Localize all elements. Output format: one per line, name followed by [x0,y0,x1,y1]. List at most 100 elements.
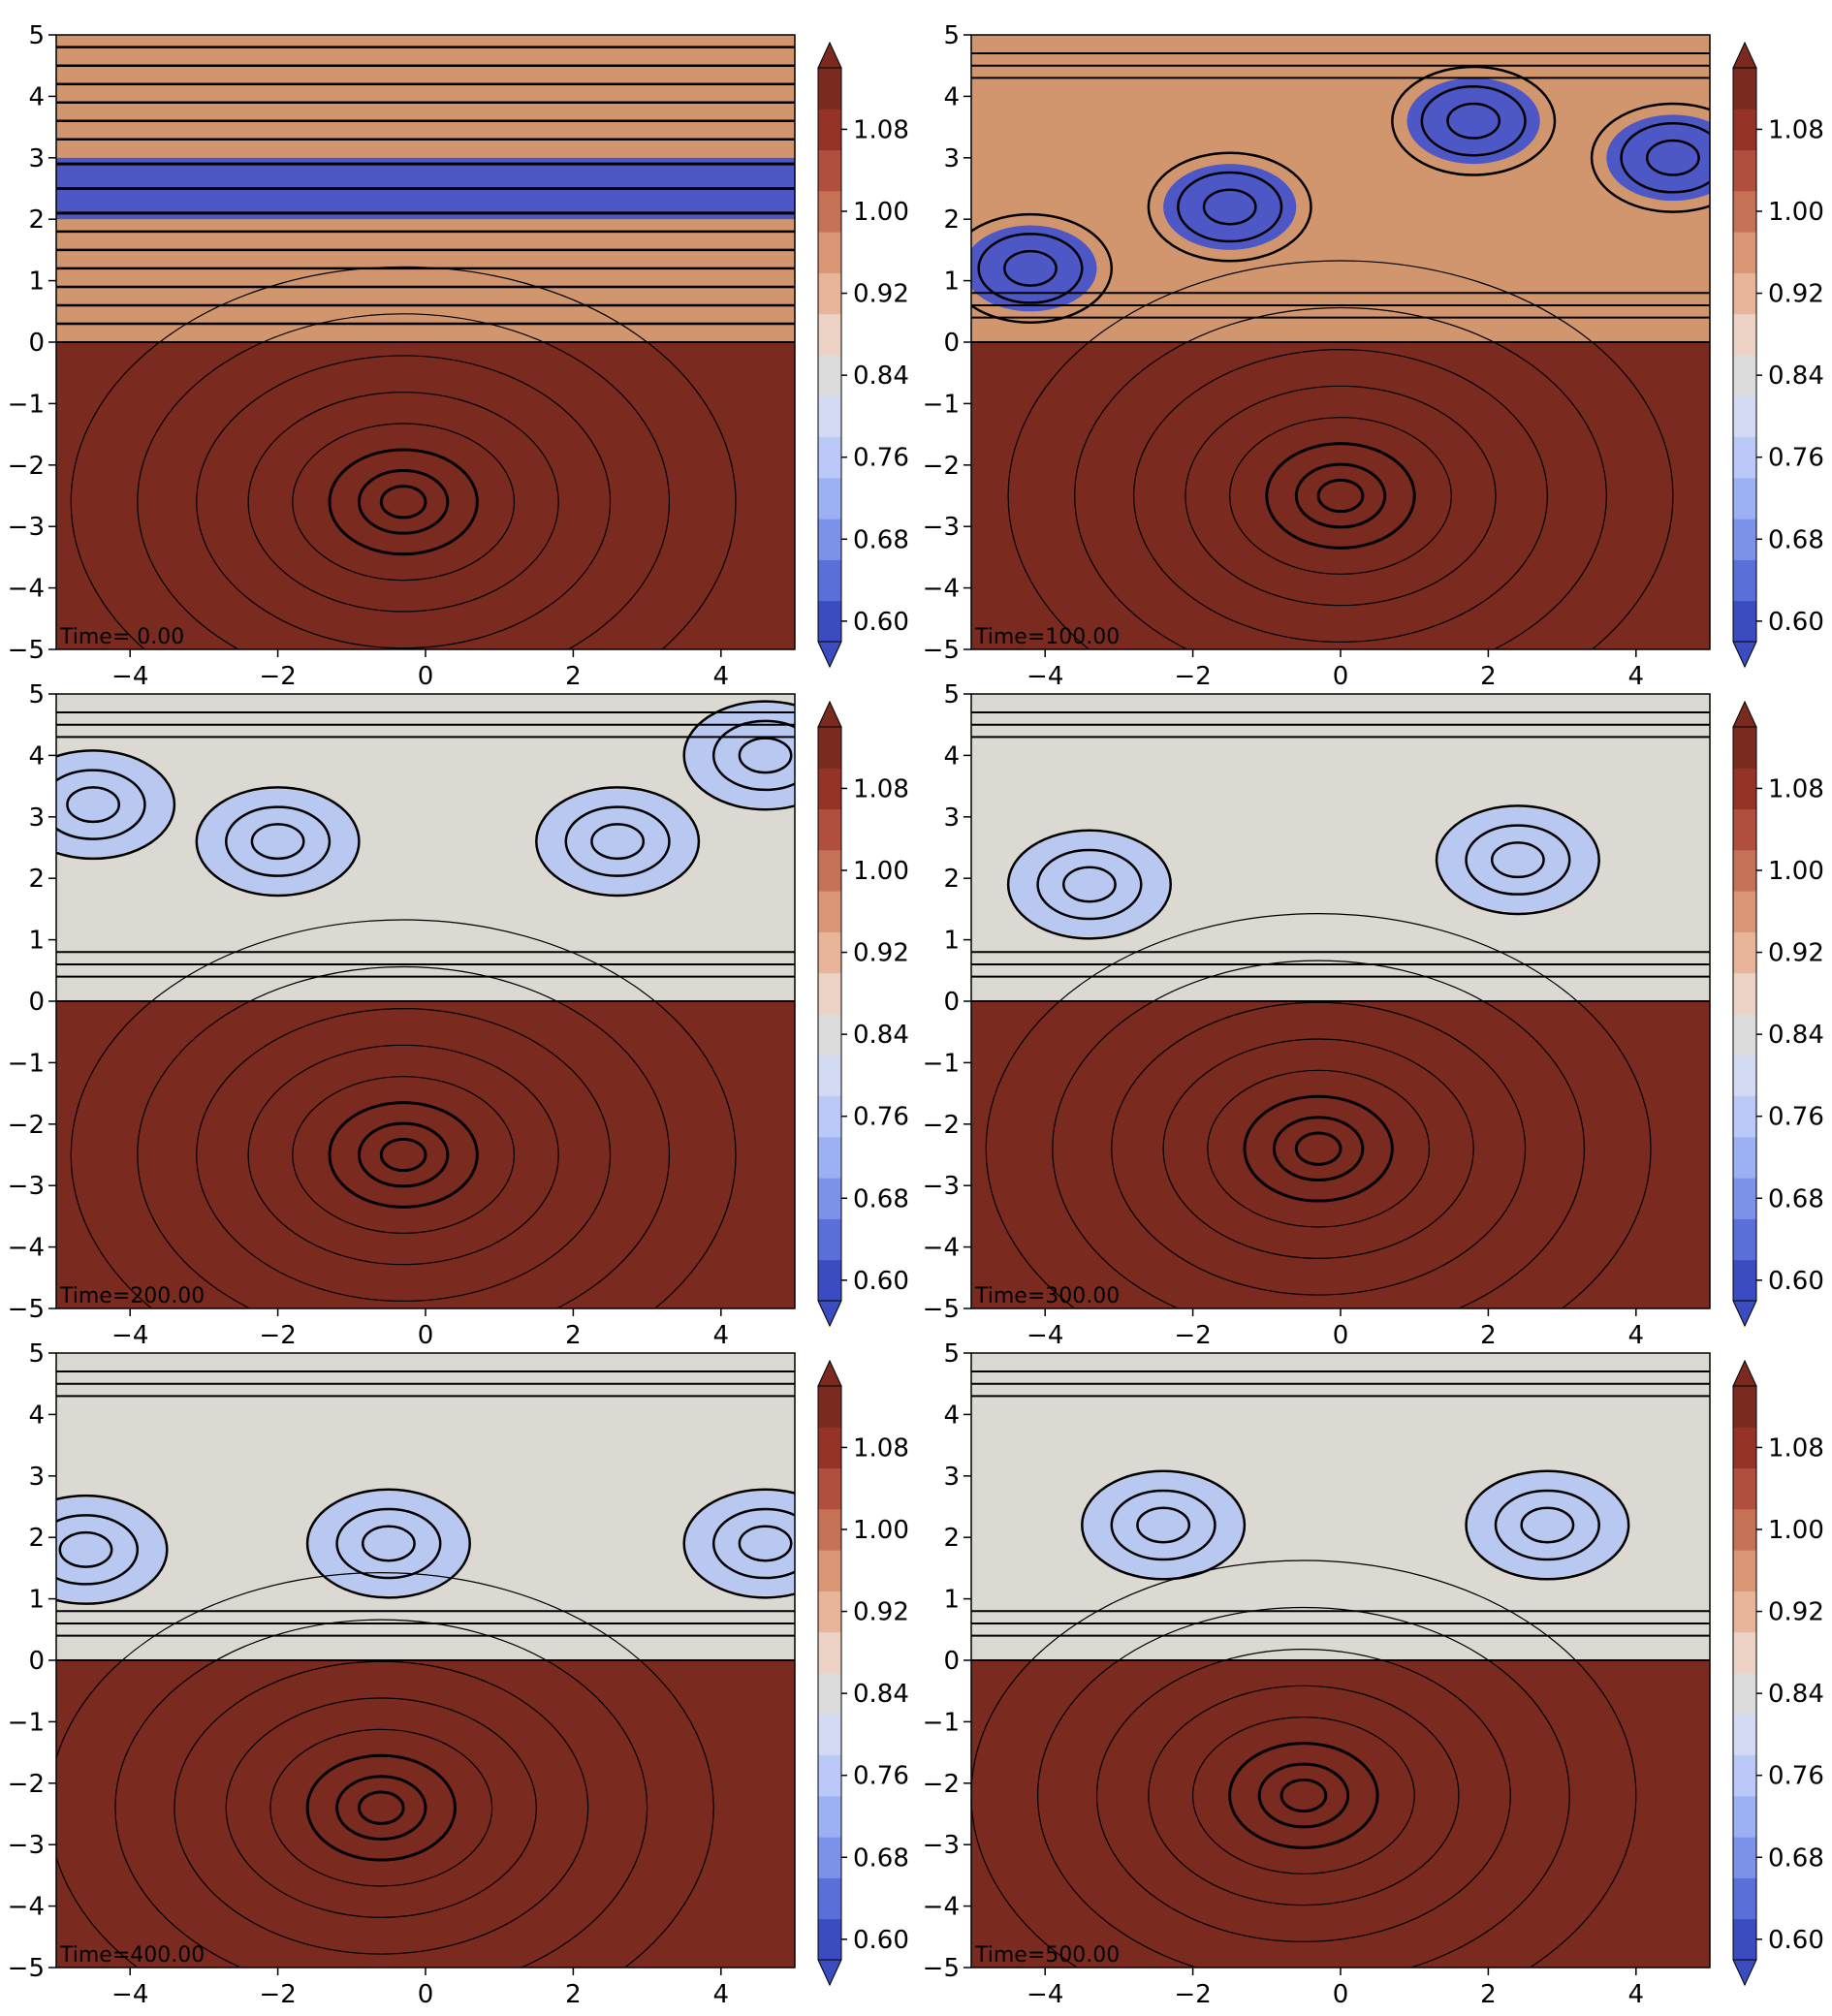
colorbar-level [818,849,841,892]
y-tick-label: −4 [923,1234,960,1263]
colorbar-level [1733,1631,1756,1674]
colorbar-level [1733,768,1756,810]
y-tick-label: −2 [923,452,960,481]
streamline [1490,841,1545,879]
colorbar-level [818,1259,841,1302]
streamline [56,1494,169,1605]
streamline [682,1488,795,1599]
colorbar-level [1733,600,1756,643]
x-tick-label: 2 [565,1321,582,1350]
lower-layer-field [56,342,795,649]
colorbar-frame [817,726,842,1302]
streamline [361,1525,416,1562]
streamline [1095,1648,1511,1942]
colorbar-level [1733,1386,1756,1428]
colorbar-tick-label: 0.92 [1768,1598,1824,1627]
colorbar-tick-label: 1.00 [853,1516,909,1545]
y-tick-label: 0 [943,988,960,1017]
y-tick-label: −1 [923,1708,960,1737]
colorbar-extend-max [1732,700,1757,728]
y-tick-label: −5 [8,636,45,665]
y-tick-label: −2 [8,452,45,481]
streamline [56,769,146,840]
colorbar-tick-label: 1.00 [853,198,909,227]
streamline [1590,102,1710,213]
colorbar-level [1733,1591,1756,1633]
colorbar-level [818,600,841,643]
colorbar-frame [817,1385,842,1961]
colorbar-level [818,1877,841,1920]
colorbar: 1.08 1.00 0.92 0.84 0.76 0.68 0.60 [1732,700,1824,1328]
vortex-core [1008,832,1171,937]
streamline [269,1728,493,1887]
colorbar-level [1733,1837,1756,1878]
x-tick-label: 4 [713,1980,730,2009]
colorbar-level [818,931,841,974]
colorbar-level [1733,272,1756,315]
x-tick-label: −4 [111,1980,148,2009]
y-tick-label: −2 [923,1770,960,1799]
colorbar-tick-label: 0.68 [853,1184,909,1213]
colorbar-extend-max [817,700,842,728]
colorbar-level [818,1550,841,1591]
colorbar-tick-label: 0.92 [1768,939,1824,968]
colorbar-level [1733,1877,1756,1920]
x-tick-label: 2 [565,662,582,691]
colorbar-level [1733,232,1756,273]
colorbar-level [1733,395,1756,438]
y-tick-label: −5 [923,1954,960,1983]
colorbar-tick-label: 0.76 [1768,444,1824,473]
y-tick-label: 5 [28,1339,45,1369]
colorbar-level [1733,559,1756,602]
streamline [1494,1489,1600,1561]
colorbar-level [818,1136,841,1179]
colorbar-level [818,519,841,560]
colorbar-level [818,1673,841,1715]
x-tick-label: 4 [713,1321,730,1350]
y-tick-label: −4 [923,1893,960,1922]
y-tick-label: 3 [28,1463,45,1492]
colorbar-tick-label: 1.08 [853,1433,909,1463]
streamline [985,913,1652,1308]
y-tick-label: 5 [943,680,960,709]
streamline [56,1514,140,1586]
y-tick-label: 4 [943,82,960,111]
streamline [357,1121,450,1188]
colorbar-level [818,1714,841,1756]
streamline [247,392,559,613]
streamline [1520,1506,1575,1544]
lower-layer-field [971,342,1710,649]
colorbar-level [1733,849,1756,892]
y-tick-label: 5 [28,21,45,50]
colorbar-level [818,1386,841,1428]
colorbar-tick-label: 1.00 [1768,857,1824,886]
y-tick-label: −3 [923,513,960,542]
x-tick-label: −4 [1027,1321,1063,1350]
vortex-core [536,789,699,895]
x-tick-label: 0 [418,1321,434,1350]
y-tick-label: −1 [8,1708,45,1737]
colorbar-tick-label: 0.60 [1768,608,1824,637]
streamline [1006,829,1172,940]
y-tick-label: 1 [28,1586,45,1615]
colorbar-level [1733,972,1756,1015]
colorbar-extend-min [1732,1300,1757,1328]
x-tick-label: 4 [1628,1980,1645,2009]
colorbar-level [818,1427,841,1469]
time-annotation: Time=100.00 [974,625,1120,649]
colorbar-tick-label: 0.60 [853,1926,909,1955]
streamline [357,469,450,535]
y-tick-label: 0 [28,329,45,358]
colorbar: 1.08 1.00 0.92 0.84 0.76 0.68 0.60 [1732,41,1824,669]
y-tick-label: 4 [943,741,960,771]
upper-layer-field [971,35,1710,342]
x-tick-label: 2 [1480,662,1497,691]
y-tick-label: 4 [943,1401,960,1430]
streamline [1136,1506,1191,1544]
colorbar-level [1733,68,1756,110]
streamline [1316,478,1365,514]
y-tick-label: −3 [923,1172,960,1201]
streamline [1391,65,1557,176]
